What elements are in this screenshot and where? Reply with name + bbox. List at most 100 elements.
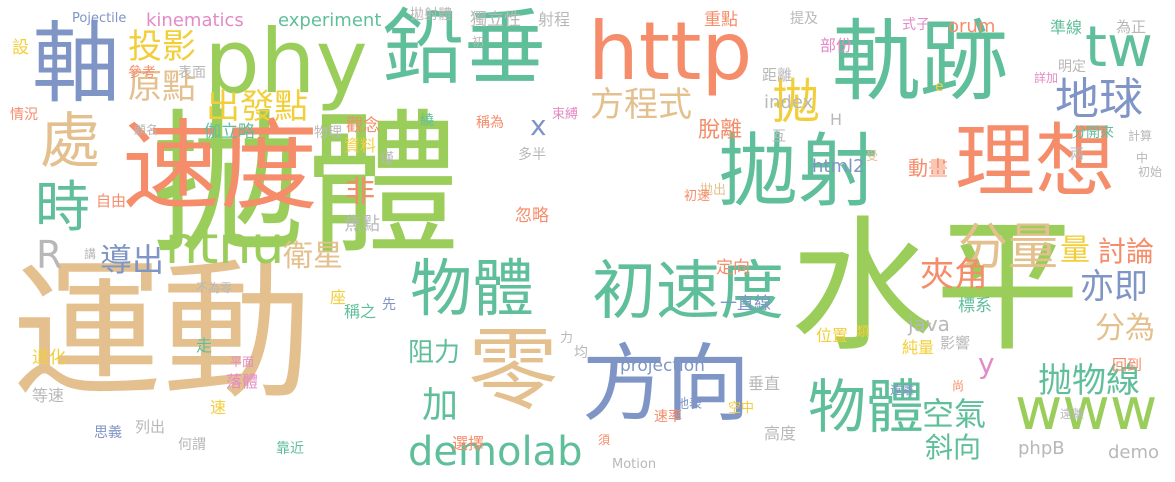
cloud-word: www xyxy=(1015,375,1158,443)
cloud-word: 尚 xyxy=(952,379,965,393)
cloud-word: 抛物線 xyxy=(1038,361,1140,401)
cloud-word: 思義 xyxy=(94,425,122,441)
cloud-word: ntnu xyxy=(165,216,285,276)
cloud-word: http xyxy=(588,5,753,98)
cloud-word: experiment xyxy=(278,10,382,31)
cloud-word: 忽略 xyxy=(515,206,549,226)
cloud-word: Motion xyxy=(612,457,657,472)
cloud-word: 軸 xyxy=(32,12,121,115)
cloud-word: 時 xyxy=(35,175,91,239)
cloud-word: 落體 xyxy=(226,372,259,391)
cloud-word: 一直線 xyxy=(720,294,771,314)
cloud-word: 力 xyxy=(560,331,574,346)
cloud-word: 顧名 xyxy=(134,123,159,137)
cloud-word: 初速度 xyxy=(592,255,784,329)
cloud-word: 觀念 xyxy=(346,116,380,136)
cloud-word: 繞 xyxy=(420,113,434,129)
cloud-word: 多半 xyxy=(518,147,546,163)
cloud-word: 伽立略 xyxy=(204,122,255,142)
cloud-word: 僅 xyxy=(380,151,394,167)
cloud-word: 退化 xyxy=(32,348,66,368)
cloud-word: tw xyxy=(1085,15,1153,80)
cloud-word: 導出 xyxy=(100,241,165,279)
cloud-word: 亦即 xyxy=(1080,267,1148,307)
cloud-word: 兩 xyxy=(1070,147,1084,163)
cloud-word: 方向 xyxy=(582,335,751,433)
cloud-word: 夾角 xyxy=(920,255,988,295)
cloud-word: 焦點 xyxy=(344,214,380,235)
cloud-word: 運動 xyxy=(12,246,313,420)
cloud-word: 表面 xyxy=(178,65,206,81)
cloud-word: 出發點 xyxy=(206,87,308,127)
cloud-word: 均 xyxy=(574,345,588,361)
cloud-word: 脫離 xyxy=(698,118,743,143)
cloud-word: 動畫 xyxy=(908,156,948,180)
cloud-word: 平面 xyxy=(230,355,255,369)
cloud-word: 不為零 xyxy=(196,281,233,295)
cloud-word: 靠近 xyxy=(276,441,304,457)
cloud-word: 處 xyxy=(40,107,100,177)
cloud-word: demolab xyxy=(408,429,583,475)
cloud-word: 初始 xyxy=(1138,165,1163,179)
cloud-word: 空中 xyxy=(728,401,755,416)
cloud-word: demo xyxy=(1108,442,1160,463)
cloud-word: 初速 xyxy=(684,189,711,204)
cloud-word: 投影 xyxy=(128,27,196,67)
cloud-word: 自由 xyxy=(96,192,127,210)
cloud-word: 速 xyxy=(210,398,227,417)
cloud-word: 拋體 xyxy=(150,95,460,276)
cloud-word: 理想 xyxy=(955,115,1115,208)
cloud-word: 純量 xyxy=(902,338,935,357)
cloud-word: 射程 xyxy=(538,10,571,29)
cloud-word: 先 xyxy=(382,297,396,313)
cloud-word: phpB xyxy=(1018,438,1065,459)
cloud-word: R xyxy=(36,233,63,277)
cloud-word: 物體 xyxy=(410,252,535,325)
cloud-word: 阻力 xyxy=(408,338,461,368)
cloud-word: 零 xyxy=(468,318,558,423)
cloud-word: 物理 xyxy=(314,125,342,141)
cloud-word: 設 xyxy=(12,38,29,58)
cloud-word: H xyxy=(830,110,843,129)
cloud-word: 何謂 xyxy=(178,437,206,453)
cloud-word: 資料 xyxy=(344,136,377,155)
cloud-word: orum xyxy=(948,16,996,37)
cloud-word: 束縛 xyxy=(552,107,579,122)
cloud-word: 地表 xyxy=(676,397,703,412)
cloud-word: 拋射 xyxy=(718,125,878,218)
cloud-word: 影響 xyxy=(940,334,971,352)
cloud-word: 空氣 xyxy=(922,395,987,433)
cloud-word: 互 xyxy=(772,129,786,145)
cloud-word: kinematics xyxy=(146,10,244,31)
cloud-word: e xyxy=(935,79,944,95)
cloud-word: 拋射體 xyxy=(410,7,452,23)
cloud-word: 中 xyxy=(1136,151,1149,165)
cloud-word: 水平 xyxy=(790,203,1080,372)
cloud-word: 加 xyxy=(422,385,459,426)
cloud-word: 等速 xyxy=(32,386,65,405)
cloud-word: 受 xyxy=(866,149,879,163)
cloud-word: 計算 xyxy=(1128,129,1153,143)
cloud-word: 距離 xyxy=(762,66,793,84)
cloud-word: 速率 xyxy=(654,409,682,425)
cloud-word: 分開來 xyxy=(1072,125,1114,141)
cloud-word: 量 xyxy=(1060,233,1090,268)
cloud-word: 列出 xyxy=(135,418,166,436)
cloud-word: 重點 xyxy=(704,10,738,30)
cloud-word: 為正 xyxy=(1116,18,1147,36)
cloud-word: 非 xyxy=(345,175,375,210)
cloud-word: 初 xyxy=(472,35,485,49)
cloud-word: 選擇 xyxy=(452,434,485,453)
cloud-word: 遠離 xyxy=(1060,407,1085,421)
cloud-word: 衛星 xyxy=(283,239,343,274)
cloud-word: 遠離 xyxy=(890,383,915,397)
cloud-word: 明定 xyxy=(1058,59,1086,75)
cloud-word: 準線 xyxy=(1050,18,1083,37)
cloud-word: 獨立性 xyxy=(470,10,521,30)
cloud-word: 高度 xyxy=(764,424,797,443)
cloud-word: 部份 xyxy=(820,36,853,55)
cloud-word: 斜向 xyxy=(925,431,982,464)
cloud-word: 講 xyxy=(84,247,97,261)
cloud-word: 原點 xyxy=(128,67,196,107)
